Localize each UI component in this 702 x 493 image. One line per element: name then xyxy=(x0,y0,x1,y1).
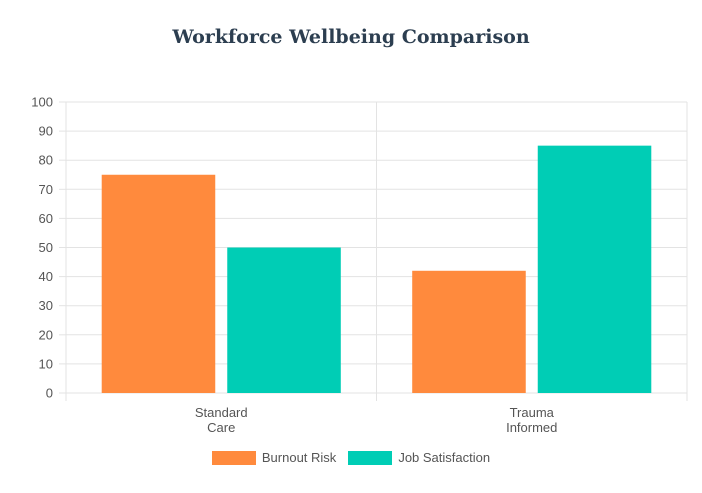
y-tick-label-30: 30 xyxy=(39,298,53,313)
bar-standard-care-job-satisfaction[interactable] xyxy=(227,247,341,394)
bar-standard-care-burnout-risk[interactable] xyxy=(101,174,216,393)
bar-trauma-informed-job-satisfaction[interactable] xyxy=(537,145,652,393)
bar-trauma-informed-burnout-risk[interactable] xyxy=(412,270,526,393)
y-tick-label-80: 80 xyxy=(39,153,53,168)
legend: Burnout Risk Job Satisfaction xyxy=(0,450,702,465)
legend-swatch-job-satisfaction xyxy=(348,450,393,465)
y-tick-label-90: 90 xyxy=(39,124,53,139)
legend-swatch-burnout-risk xyxy=(211,450,256,465)
y-tick-label-50: 50 xyxy=(39,240,53,255)
y-tick-label-20: 20 xyxy=(39,327,53,342)
legend-item-job-satisfaction[interactable]: Job Satisfaction xyxy=(348,450,490,465)
legend-item-burnout-risk[interactable]: Burnout Risk xyxy=(211,450,337,465)
y-tick-label-60: 60 xyxy=(39,211,53,226)
y-tick-label-100: 100 xyxy=(31,95,53,110)
x-tick-label-standard-care-line2: Care xyxy=(207,420,235,435)
x-tick-label-trauma-informed-line2: Informed xyxy=(506,420,557,435)
chart-title: Workforce Wellbeing Comparison xyxy=(172,26,530,48)
legend-label-burnout-risk: Burnout Risk xyxy=(261,450,337,465)
x-tick-label-trauma-informed-line1: Trauma xyxy=(510,405,555,420)
y-tick-label-10: 10 xyxy=(39,356,53,371)
y-tick-label-0: 0 xyxy=(46,386,53,401)
x-tick-label-standard-care-line1: Standard xyxy=(195,405,248,420)
y-tick-label-40: 40 xyxy=(39,269,53,284)
legend-label-job-satisfaction: Job Satisfaction xyxy=(398,450,491,465)
y-tick-label-70: 70 xyxy=(39,182,53,197)
